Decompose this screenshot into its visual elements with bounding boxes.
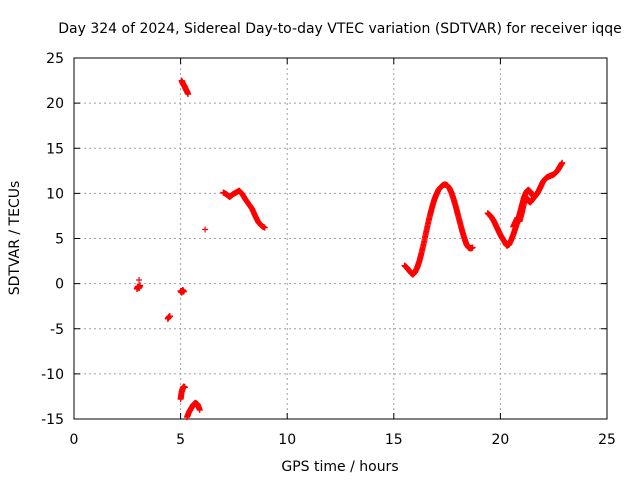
x-tick-label: 15 [385,432,403,448]
x-tick-label: 0 [70,432,79,448]
data-point [185,91,192,98]
x-tick-label: 20 [491,432,509,448]
data-point [137,282,144,289]
y-tick-label: 25 [46,51,64,67]
data-point [180,288,187,295]
data-points [133,77,566,421]
y-tick-label: 15 [46,141,64,157]
y-tick-label: 0 [55,277,64,293]
y-axis-title: SDTVAR / TECUs [7,181,23,296]
y-tick-label: 20 [46,96,64,112]
grid [74,58,607,419]
chart-title: Day 324 of 2024, Sidereal Day-to-day VTE… [58,21,622,37]
y-tick-label: 10 [46,186,64,202]
x-tick-label: 5 [176,432,185,448]
data-point [196,406,203,413]
y-tick-label: 5 [55,232,64,248]
y-tick-label: -5 [50,322,64,338]
data-point [136,277,143,284]
data-point [469,244,476,251]
y-tick-label: -15 [41,412,64,428]
y-tick-label: -10 [41,367,64,383]
data-point [202,226,209,233]
x-tick-label: 25 [598,432,616,448]
data-point [531,193,538,200]
data-point [166,313,173,320]
data-point [181,384,188,391]
axis-ticks: 0 5 10 15 20 25 -15 -10 -5 0 5 10 15 20 25 [41,51,616,448]
data-point [261,224,268,231]
x-axis-title: GPS time / hours [281,459,398,475]
data-point [559,159,566,166]
x-tick-label: 10 [278,432,296,448]
